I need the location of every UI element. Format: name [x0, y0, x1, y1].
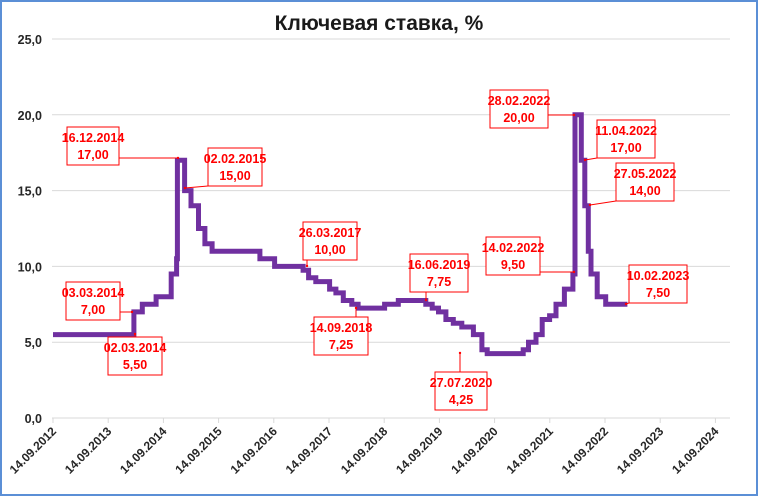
annotation-callout: 10.02.2023 7,50 [624, 264, 690, 306]
annotation-date: 03.03.2014 [62, 286, 125, 300]
x-tick-label: 14.09.2019 [393, 424, 446, 477]
x-tick-label: 14.09.2024 [669, 424, 722, 477]
annotation-value: 7,50 [646, 286, 670, 300]
annotation-callout: 02.03.2014 5,50 [104, 332, 167, 376]
x-tick-label: 14.09.2016 [228, 424, 281, 477]
annotation-date: 14.02.2022 [482, 241, 545, 255]
annotation-point [458, 351, 462, 355]
y-axis-ticks: 0,0 5,0 10,0 15,0 20,0 25,0 [18, 33, 42, 426]
annotation-value: 5,50 [123, 358, 147, 372]
annotation-value: 17,00 [610, 141, 641, 155]
annotation-date: 16.06.2019 [408, 258, 471, 272]
leader-line [589, 200, 617, 206]
annotation-value: 20,00 [503, 111, 534, 125]
x-tick-label: 14.09.2014 [117, 424, 170, 477]
x-tick-label: 14.09.2012 [7, 424, 60, 477]
annotation-box [434, 371, 488, 411]
annotation-date: 02.02.2015 [204, 152, 267, 166]
annotation-box [596, 119, 656, 159]
annotation-date: 10.02.2023 [627, 269, 690, 283]
annotation-callout: 14.02.2022 9,50 [482, 236, 576, 276]
annotation-date: 26.03.2017 [299, 226, 362, 240]
y-tick-label: 10,0 [18, 260, 42, 274]
annotations: 02.03.2014 5,50 03.03.2014 7,00 16.12.2014 17… [62, 89, 690, 411]
annotation-point [624, 302, 628, 306]
annotation-point [354, 306, 358, 310]
annotation-value: 14,00 [629, 184, 660, 198]
x-tick-label: 14.09.2017 [283, 424, 336, 477]
annotation-value: 4,25 [449, 393, 473, 407]
annotation-value: 7,25 [329, 338, 353, 352]
annotation-point [133, 332, 137, 336]
annotation-box [628, 264, 688, 304]
annotation-callout: 27.07.2020 4,25 [430, 351, 493, 411]
key-rate-series [53, 112, 628, 357]
annotation-box [302, 221, 358, 261]
leader-line [584, 157, 598, 161]
x-tick-label: 14.09.2023 [614, 424, 667, 477]
annotation-value: 17,00 [77, 148, 108, 162]
x-tick-label: 14.09.2021 [504, 424, 557, 477]
annotation-box [65, 281, 121, 321]
annotation-point [183, 186, 187, 190]
annotation-callout: 16.12.2014 17,00 [62, 126, 180, 166]
annotation-point [176, 156, 180, 160]
annotation-value: 7,75 [427, 275, 451, 289]
annotation-box [489, 89, 549, 129]
y-tick-label: 0,0 [25, 412, 42, 426]
annotation-date: 27.05.2022 [614, 167, 677, 181]
annotation-date: 28.02.2022 [488, 94, 551, 108]
annotation-callout: 03.03.2014 7,00 [62, 281, 134, 321]
y-tick-label: 5,0 [25, 336, 42, 350]
annotation-box [485, 236, 541, 276]
annotation-point [572, 270, 576, 274]
x-tick-label: 14.09.2018 [338, 424, 391, 477]
x-tick-label: 14.09.2013 [62, 424, 115, 477]
chart-title: Ключевая ставка, % [274, 12, 484, 35]
annotation-callout: 02.02.2015 15,00 [183, 147, 267, 190]
y-tick-label: 20,0 [18, 109, 42, 123]
annotation-point [583, 158, 587, 162]
x-tick-label: 14.09.2020 [448, 424, 501, 477]
x-tick-label: 14.09.2022 [559, 424, 612, 477]
y-tick-label: 25,0 [18, 33, 42, 47]
leader-line [184, 185, 209, 189]
annotation-point [588, 203, 592, 207]
annotation-value: 15,00 [219, 169, 250, 183]
annotation-callout: 27.05.2022 14,00 [588, 162, 677, 207]
annotation-callout: 11.04.2022 17,00 [583, 119, 657, 162]
annotation-box [66, 126, 120, 166]
annotation-value: 7,00 [81, 303, 105, 317]
annotation-box [615, 162, 675, 202]
annotation-box [313, 316, 369, 356]
annotation-callout: 16.06.2019 7,75 [408, 253, 471, 302]
annotation-callout: 28.02.2022 20,00 [488, 89, 576, 129]
annotation-callout: 26.03.2017 10,00 [299, 221, 362, 268]
annotation-date: 14.09.2018 [310, 321, 373, 335]
annotation-point [424, 298, 428, 302]
annotation-point [130, 310, 134, 314]
x-axis: 14.09.2012 14.09.2013 14.09.2014 14.09.2015… [7, 418, 722, 477]
x-tick-label: 14.09.2015 [172, 424, 225, 477]
annotation-date: 02.03.2014 [104, 341, 167, 355]
rate-line [53, 112, 628, 357]
annotation-box [107, 336, 163, 376]
y-tick-label: 15,0 [18, 185, 42, 199]
annotation-point [572, 113, 576, 117]
annotation-box [409, 253, 469, 293]
annotation-date: 11.04.2022 [595, 124, 657, 138]
annotation-callout: 14.09.2018 7,25 [310, 306, 373, 356]
annotation-box [207, 147, 263, 187]
annotation-date: 16.12.2014 [62, 131, 125, 145]
annotation-value: 9,50 [501, 258, 525, 272]
annotation-point [305, 264, 309, 268]
annotation-date: 27.07.2020 [430, 376, 493, 390]
annotation-value: 10,00 [314, 243, 345, 257]
